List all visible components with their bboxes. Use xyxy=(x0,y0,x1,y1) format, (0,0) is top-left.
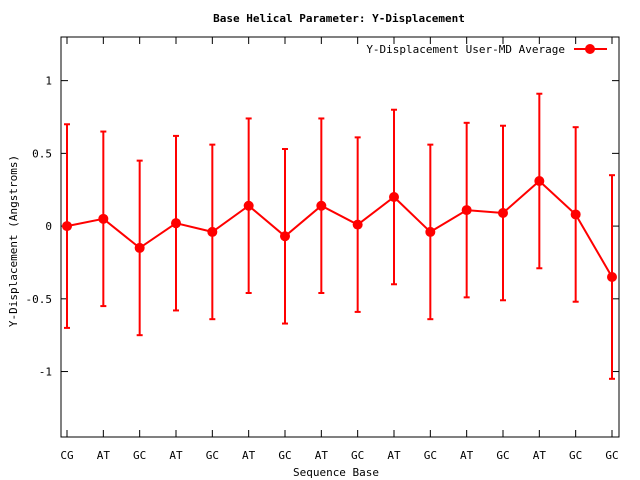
y-tick-label: -0.5 xyxy=(26,293,53,306)
data-point xyxy=(207,226,218,237)
series-layer xyxy=(62,92,617,380)
x-tick-label: AT xyxy=(169,449,183,462)
data-point xyxy=(243,200,254,211)
x-tick-label: GC xyxy=(424,449,437,462)
x-tick-label: GC xyxy=(605,449,618,462)
x-tick-label: GC xyxy=(206,449,219,462)
x-tick-label: GC xyxy=(133,449,146,462)
x-tick-label: CG xyxy=(60,449,73,462)
x-tick-label: GC xyxy=(278,449,291,462)
plot-frame xyxy=(60,36,620,438)
legend: Y-Displacement User-MD Average xyxy=(366,43,607,56)
x-tick-label: GC xyxy=(569,449,582,462)
data-point xyxy=(62,221,72,232)
x-tick-label: GC xyxy=(351,449,364,462)
data-point xyxy=(570,209,581,220)
data-point xyxy=(280,231,290,242)
data-point xyxy=(461,205,472,216)
x-tick-label: AT xyxy=(315,449,329,462)
legend-label: Y-Displacement User-MD Average xyxy=(366,43,565,56)
data-point xyxy=(134,242,145,253)
chart-title: Base Helical Parameter: Y-Displacement xyxy=(213,12,465,25)
x-tick-label: AT xyxy=(242,449,256,462)
y-tick-label: 0.5 xyxy=(32,147,52,160)
y-tick-label: 1 xyxy=(45,75,52,88)
x-tick-label: GC xyxy=(496,449,509,462)
data-point xyxy=(498,208,508,218)
data-point xyxy=(389,192,399,202)
x-tick-label: AT xyxy=(97,449,111,462)
y-tick-label: -1 xyxy=(39,366,52,379)
y-axis: -1 -0.5 0 0.5 1 xyxy=(26,75,619,379)
x-tick-label: AT xyxy=(460,449,474,462)
x-axis-label: Sequence Base xyxy=(293,466,379,479)
data-point xyxy=(316,200,327,211)
data-point xyxy=(607,272,617,282)
data-point xyxy=(352,219,363,230)
x-tick-label: AT xyxy=(387,449,401,462)
legend-marker xyxy=(585,44,595,54)
data-point xyxy=(425,226,436,237)
data-point xyxy=(534,176,545,186)
series-line xyxy=(66,179,613,278)
x-axis: CG AT GC AT GC AT GC AT GC AT GC AT GC AT GC GC xyxy=(60,37,619,462)
data-point xyxy=(171,218,181,229)
y-tick-label: 0 xyxy=(45,220,52,233)
data-point xyxy=(98,213,109,224)
y-axis-label: Y-Displacement (Angstroms) xyxy=(7,155,20,327)
x-tick-label: AT xyxy=(533,449,547,462)
